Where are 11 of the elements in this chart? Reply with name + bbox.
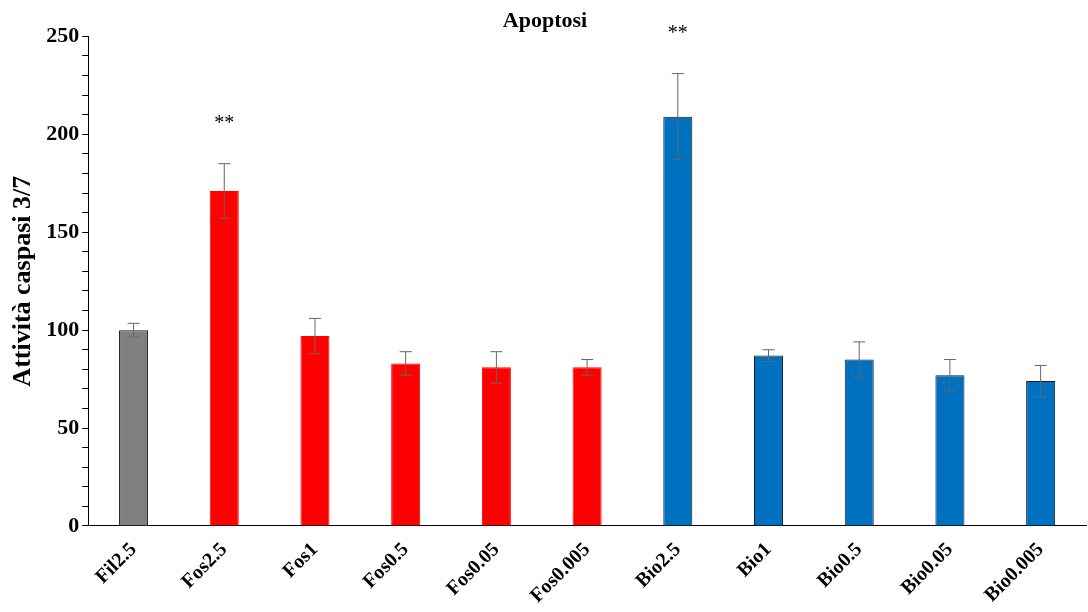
y-tick-label: 150	[46, 217, 80, 243]
annotation: **	[214, 110, 235, 133]
y-tick-label: 200	[46, 120, 80, 146]
x-tick-label: Bio1	[731, 537, 775, 581]
annotation: **	[667, 20, 688, 43]
chart-title: Apoptosi	[502, 6, 588, 32]
y-tick-label: 250	[46, 22, 80, 48]
y-axis-title: Attività caspasi 3/7	[7, 175, 37, 387]
y-tick-label: 50	[57, 413, 80, 439]
y-tick-label: 0	[68, 511, 80, 537]
y-tick-label: 100	[46, 315, 80, 341]
